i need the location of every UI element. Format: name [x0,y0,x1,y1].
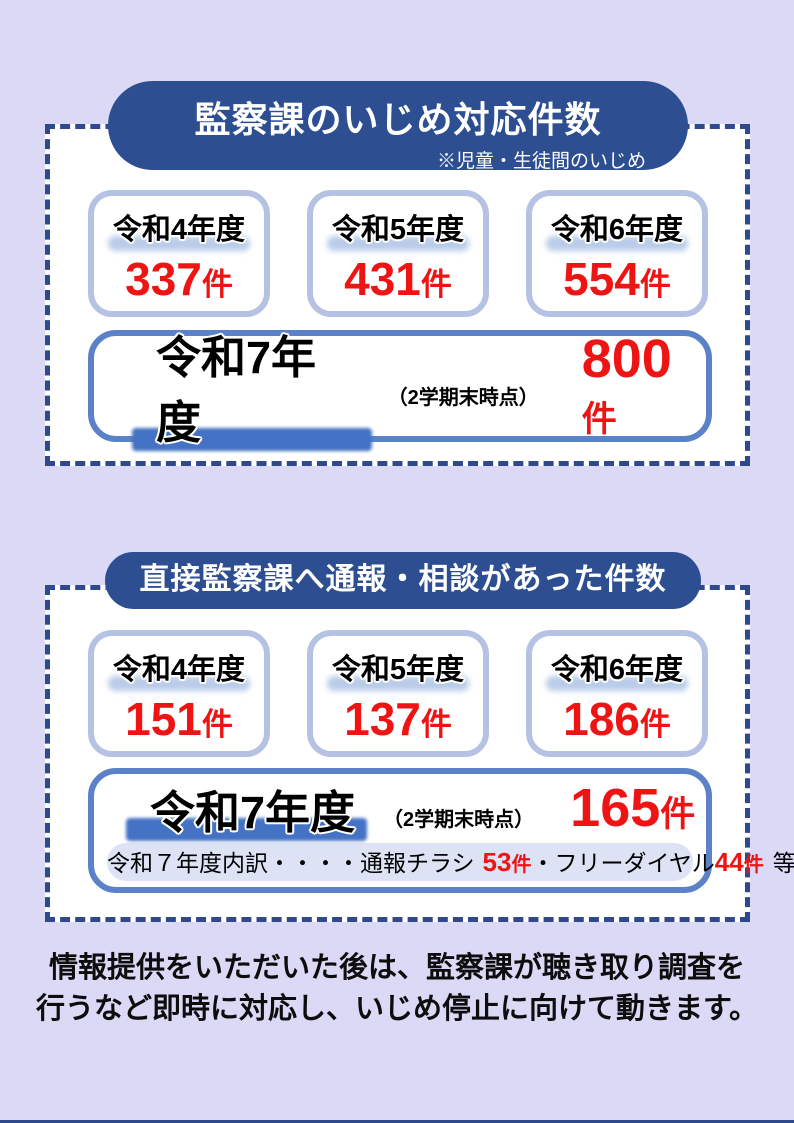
stat-box-r4-reports: 令和4年度 151件 [88,630,270,757]
current-count-unit: 件 [660,795,696,834]
section1-header-pill: 監察課のいじめ対応件数 ※児童・生徒間のいじめ [108,81,688,172]
current-year-label: 令和7年度 [150,776,355,841]
section1-title: 監察課のいじめ対応件数 [194,99,602,140]
current-year-row: 令和7年度 （2学期末時点） 800件 [94,332,706,448]
stat-count-value: 186 [563,693,640,745]
current-year-note: （2学期末時点） [383,808,535,831]
footer-line1: 情報提供をいただいた後は、監察課が聴き取り調査を [48,952,745,984]
current-year-count: 800 件 [582,332,706,440]
breakdown-value-dial: 44 [714,847,744,877]
stat-year-label: 令和6年度 [551,206,683,248]
stat-count-unit: 件 [420,707,452,742]
stat-box-r6-reports: 令和6年度 186件 [526,630,708,757]
current-year-note: （2学期末時点） [387,386,539,409]
current-year-count: 165件 [570,781,695,835]
current-count-unit: 件 [581,400,617,439]
stat-count-unit: 件 [201,267,233,302]
stat-count-value: 137 [344,693,421,745]
footer-message: 情報提供をいただいた後は、監察課が聴き取り調査を 行うなど即時に対応し、いじめ停… [0,948,794,1029]
current-count-value: 800 [581,329,672,389]
breakdown-prefix: 令和７年度内訳・・・・通報チラシ [107,850,475,876]
stat-year-label: 令和6年度 [551,646,683,688]
stat-year-label: 令和5年度 [332,646,464,688]
breakdown-unit-flyer: 件 [511,854,532,876]
stat-count-value: 151 [125,693,202,745]
breakdown-value-flyer: 53 [482,847,512,877]
footer-line2: 行うなど即時に対応し、いじめ停止に向けて動きます。 [35,992,759,1025]
current-count-value: 165 [570,778,661,838]
section1-subtitle: ※児童・生徒間のいじめ [436,151,646,172]
stat-count: 431件 [313,256,483,302]
stat-year-label: 令和4年度 [113,646,245,688]
current-year-box-reports: 令和7年度 （2学期末時点） 165件 令和７年度内訳・・・・通報チラシ 53件・… [88,768,794,893]
stat-count: 337件 [94,256,264,302]
section2-title: 直接監察課へ通報・相談があった件数 [139,563,667,596]
breakdown-unit-dial: 件 [743,854,764,876]
stat-count: 554件 [532,256,702,302]
stat-count-unit: 件 [420,267,452,302]
stat-count-value: 554 [563,253,640,305]
stat-count-unit: 件 [639,707,671,742]
stat-count: 151件 [94,696,264,742]
stat-count: 137件 [313,696,483,742]
section1-stats-row: 令和4年度 337件 令和5年度 431件 令和6年度 554件 [88,190,708,317]
breakdown-pill: 令和７年度内訳・・・・通報チラシ 53件・フリーダイヤル44件等 [107,843,794,881]
stat-count-value: 337 [125,253,202,305]
section2-header-pill: 直接監察課へ通報・相談があった件数 [105,552,701,609]
current-year-box-cases: 令和7年度 （2学期末時点） 800件 [88,330,712,448]
stat-count-value: 431 [344,253,421,305]
stat-count: 186件 [532,696,702,742]
breakdown-suffix: 等 [772,850,794,876]
stat-box-r6-cases: 令和6年度 554件 [526,190,708,317]
breakdown-mid: ・フリーダイヤル [531,850,715,876]
current-year-row: 令和7年度 （2学期末時点） 165件 [94,776,706,840]
section2-stats-row: 令和4年度 151件 令和5年度 137件 令和6年度 186件 [88,630,708,757]
current-year-label: 令和7年度 [156,321,360,451]
stat-box-r5-reports: 令和5年度 137件 [307,630,489,757]
stat-year-label: 令和4年度 [113,206,245,248]
stat-count-unit: 件 [639,267,671,302]
stat-year-label: 令和5年度 [332,206,464,248]
stat-count-unit: 件 [201,707,233,742]
page-bottom-border [0,1120,794,1123]
stat-box-r5-cases: 令和5年度 431件 [307,190,489,317]
stat-box-r4-cases: 令和4年度 337件 [88,190,270,317]
